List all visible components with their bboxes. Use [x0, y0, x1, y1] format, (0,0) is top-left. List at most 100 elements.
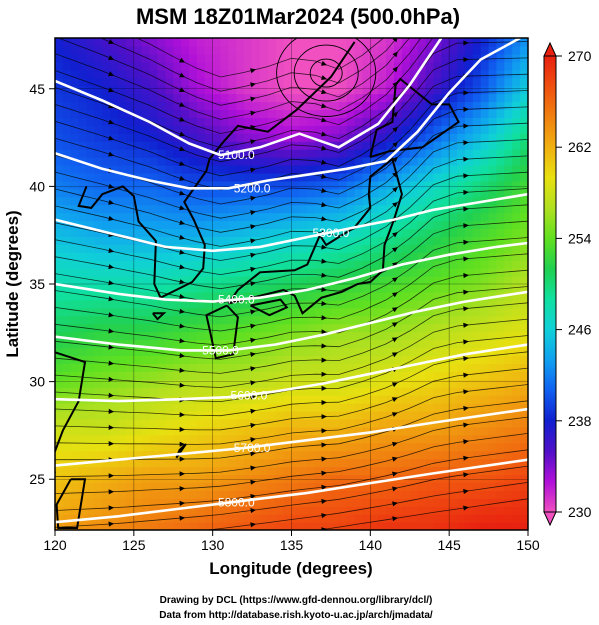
heat-cell — [496, 204, 505, 214]
heat-cell — [504, 331, 513, 341]
heat-cell — [102, 157, 111, 166]
heat-cell — [346, 387, 356, 396]
heat-cell — [346, 220, 356, 230]
heat-cell — [520, 157, 528, 166]
heat-cell — [457, 109, 466, 118]
heat-cell — [512, 410, 521, 420]
heat-cell — [401, 299, 411, 309]
heat-cell — [102, 61, 111, 71]
colorbar-tick-label: 246 — [568, 322, 592, 338]
heat-cell — [189, 109, 198, 118]
heat-cell — [102, 474, 111, 483]
heat-cell — [480, 133, 490, 142]
heat-cell — [370, 220, 379, 230]
heat-cell — [457, 188, 466, 198]
heat-cell — [512, 236, 521, 245]
heat-cell — [189, 514, 198, 523]
heat-cell — [496, 252, 505, 261]
heat-cell — [393, 164, 403, 174]
heat-cell — [110, 331, 119, 341]
heat-cell — [370, 276, 379, 285]
heat-cell — [149, 252, 159, 261]
wind-arrow — [463, 90, 469, 96]
heat-cell — [283, 196, 293, 206]
heat-cell — [520, 93, 528, 103]
heat-cell — [393, 482, 403, 491]
heat-cell — [70, 93, 80, 103]
heat-cell — [378, 212, 387, 222]
heat-cell — [307, 299, 316, 309]
height-contour — [55, 343, 528, 403]
heat-cell — [220, 522, 230, 530]
heat-cell — [212, 109, 222, 118]
heat-cell — [259, 410, 269, 420]
heat-cell — [386, 172, 395, 182]
heat-cell — [220, 363, 230, 372]
heat-cell — [181, 236, 190, 245]
heat-cell — [354, 442, 364, 452]
contour-label: 5600.0 — [231, 388, 268, 402]
heat-cell — [110, 450, 119, 460]
heat-cell — [86, 299, 96, 309]
heat-cell — [55, 38, 64, 47]
heat-cell — [78, 244, 88, 253]
heat-cell — [512, 268, 521, 277]
heat-cell — [189, 490, 198, 499]
heat-cell — [354, 347, 364, 357]
heat-cell — [252, 474, 261, 483]
heat-cell — [307, 196, 316, 206]
heat-cell — [204, 299, 214, 309]
heat-cell — [291, 196, 300, 206]
heat-cell — [228, 371, 237, 380]
heat-cell — [362, 236, 371, 245]
heat-cell — [133, 387, 143, 396]
heat-cell — [425, 498, 434, 507]
heat-cell — [228, 69, 237, 79]
heat-cell — [488, 323, 498, 333]
heat-cell — [244, 157, 253, 166]
wind-arrow — [392, 38, 398, 43]
heat-cell — [346, 53, 356, 63]
heat-cell — [346, 363, 356, 372]
heat-cell — [512, 522, 521, 530]
heat-cell — [496, 61, 505, 71]
heat-cell — [488, 172, 498, 182]
heat-cell — [141, 133, 151, 142]
heat-cell — [244, 268, 253, 277]
heat-cell — [425, 93, 434, 103]
heat-cell — [378, 442, 387, 452]
heat-cell — [496, 149, 505, 158]
heat-cell — [110, 109, 119, 118]
wind-arrow — [179, 412, 186, 418]
heat-cell — [94, 474, 103, 483]
heat-cell — [94, 188, 103, 198]
heat-cell — [55, 323, 64, 333]
heat-cell — [441, 458, 450, 468]
heat-cell — [62, 109, 72, 118]
heat-cell — [102, 410, 111, 420]
heat-cell — [236, 109, 245, 118]
heat-cell — [267, 450, 277, 460]
heat-cell — [496, 85, 505, 95]
heat-cell — [70, 252, 80, 261]
heat-cell — [220, 204, 230, 214]
heat-cell — [157, 474, 166, 483]
heat-cell — [496, 395, 505, 404]
wind-arrow — [108, 424, 115, 430]
heat-cell — [401, 482, 411, 491]
heat-cell — [291, 180, 300, 190]
heat-cell — [504, 196, 513, 206]
heat-cell — [401, 379, 411, 388]
heat-cell — [244, 188, 253, 198]
heat-cell — [62, 426, 72, 436]
heat-cell — [173, 410, 182, 420]
heat-cell — [165, 347, 174, 357]
heat-cell — [125, 284, 135, 293]
heat-cell — [110, 490, 119, 499]
heat-cell — [472, 522, 482, 530]
heat-cell — [378, 188, 387, 198]
heat-cell — [362, 117, 371, 126]
heat-cell — [512, 69, 521, 79]
heat-cell — [173, 418, 182, 428]
wind-arrow — [392, 277, 398, 283]
